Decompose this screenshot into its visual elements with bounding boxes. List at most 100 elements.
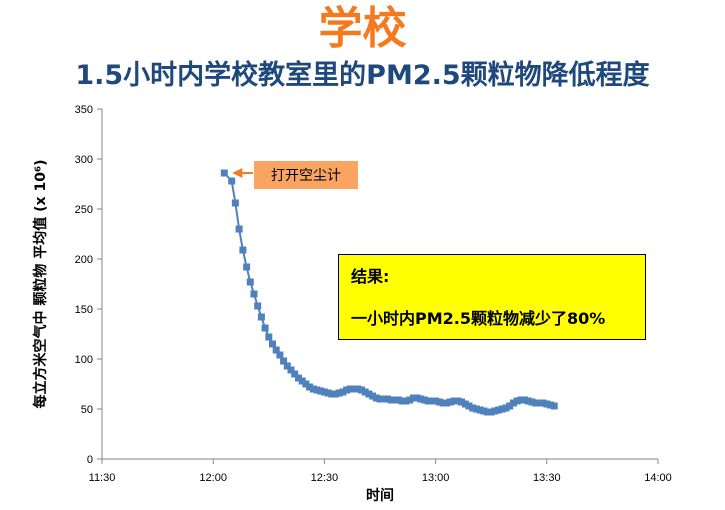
data-point [484, 408, 491, 416]
data-point [458, 398, 465, 406]
data-point [235, 225, 243, 233]
data-point [532, 399, 540, 407]
data-point [243, 263, 251, 271]
data-point [521, 396, 529, 404]
data-point [513, 397, 521, 405]
data-point [354, 385, 362, 393]
data-point [369, 392, 377, 400]
data-point [250, 290, 258, 298]
data-point [339, 388, 347, 396]
data-point [346, 385, 354, 393]
data-point [306, 383, 314, 391]
chart-ticks: 0 50 100 150 200 250 300 350 11:30 12:00 12:30 13:0… [75, 104, 672, 484]
y-tick-label: 50 [81, 404, 93, 416]
data-point [280, 357, 288, 365]
data-point [335, 389, 343, 397]
data-point [265, 333, 273, 341]
data-point [269, 340, 276, 348]
chart-series [220, 169, 558, 416]
data-point [491, 407, 499, 415]
data-point [291, 370, 299, 378]
data-point [380, 395, 388, 403]
data-point [358, 386, 365, 394]
result-box: 结果: 一小时内PM2.5颗粒物减少了80% [338, 254, 646, 340]
data-point [465, 402, 473, 410]
data-point [461, 400, 469, 408]
x-tick-label: 13:30 [533, 472, 561, 484]
data-point [439, 399, 447, 407]
result-text: 一小时内PM2.5颗粒物减少了80% [351, 309, 606, 328]
data-point [383, 395, 391, 403]
x-tick-label: 13:00 [422, 472, 450, 484]
callout-arrow-head [232, 168, 243, 178]
data-point [421, 396, 428, 404]
data-point [476, 406, 484, 414]
data-point [443, 399, 451, 407]
data-point [495, 406, 503, 414]
data-point [376, 395, 384, 403]
data-point [317, 387, 325, 395]
data-point [517, 396, 525, 404]
data-point [446, 398, 454, 406]
data-point [246, 278, 254, 286]
data-point [302, 380, 310, 388]
data-point [231, 199, 239, 207]
data-point [424, 397, 432, 405]
data-point [406, 396, 414, 404]
data-point [550, 402, 558, 410]
y-tick-label: 300 [75, 154, 93, 166]
data-point [432, 397, 440, 405]
y-axis-title: 每立方米空气中 颗粒物 平均值 (x 10⁶) [32, 160, 49, 409]
data-point [398, 397, 406, 405]
data-point [413, 394, 421, 402]
callout-label: 打开空尘计 [254, 161, 358, 189]
chart-subtitle: 1.5小时内学校教室里的PM2.5颗粒物降低程度 [75, 60, 650, 91]
data-point [350, 385, 358, 393]
result-title: 结果: [351, 267, 390, 286]
data-point [428, 397, 436, 405]
data-point [487, 408, 495, 416]
data-point [372, 394, 380, 402]
data-point [220, 169, 228, 177]
data-point [469, 404, 477, 412]
data-point [295, 374, 302, 382]
data-point [328, 390, 336, 398]
data-point [324, 389, 332, 397]
data-point [480, 407, 488, 415]
data-point [539, 399, 547, 407]
data-point [450, 397, 458, 405]
data-point [417, 395, 425, 403]
callout-arrow [232, 168, 253, 178]
data-point [228, 177, 236, 185]
x-tick-label: 12:00 [199, 472, 227, 484]
data-point [320, 388, 328, 396]
data-point [435, 398, 443, 406]
data-point [454, 397, 462, 405]
y-tick-label: 100 [75, 354, 93, 366]
data-point [547, 401, 554, 409]
data-point [402, 397, 410, 405]
data-point [283, 362, 291, 370]
data-point [502, 404, 510, 412]
data-point [535, 399, 543, 407]
data-point [361, 388, 369, 396]
chart-axes [101, 109, 658, 460]
page-title: 学校 [318, 3, 407, 54]
y-tick-label: 350 [75, 104, 93, 116]
x-axis-title: 时间 [366, 487, 394, 504]
data-point [543, 400, 551, 408]
data-point [472, 405, 480, 413]
y-tick-label: 150 [75, 304, 93, 316]
data-point [276, 351, 284, 359]
data-point [498, 405, 506, 413]
y-tick-label: 200 [75, 254, 93, 266]
x-tick-label: 14:00 [644, 472, 672, 484]
data-point [298, 377, 306, 385]
x-tick-label: 12:30 [311, 472, 339, 484]
data-point [254, 302, 262, 310]
data-point [239, 246, 247, 254]
data-point [287, 366, 295, 374]
data-point [387, 396, 395, 404]
y-tick-label: 250 [75, 204, 93, 216]
data-point [509, 399, 517, 407]
